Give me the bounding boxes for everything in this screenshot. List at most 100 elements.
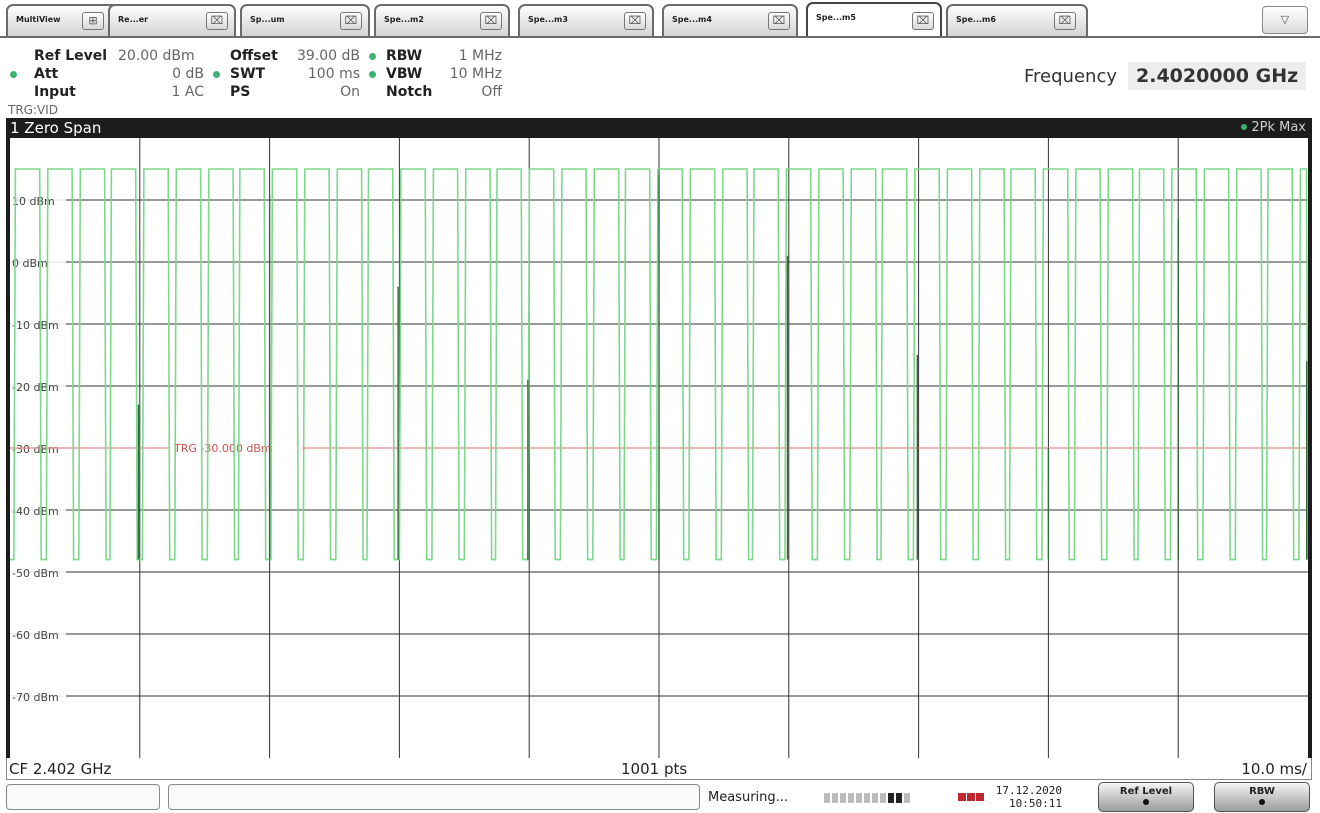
date-time: 17.12.2020 10:50:11	[992, 784, 1062, 810]
close-icon[interactable]: ⌧	[340, 12, 362, 30]
zero-span-plot[interactable]: 10 dBm 0 dBm -10 dBm -20 dBm -30 dBm -40 dBm -…	[10, 138, 1308, 758]
progress-segment	[840, 793, 846, 803]
progress-segment	[896, 793, 902, 803]
offset-value[interactable]: 39.00 dB	[296, 48, 360, 64]
status-field-1	[6, 784, 160, 810]
input-label: Input	[34, 84, 76, 100]
vbw-label: VBW	[386, 66, 423, 82]
tab-spectrum6[interactable]: Spe...m6 ⌧	[946, 4, 1088, 36]
close-icon[interactable]: ⌧	[480, 12, 502, 30]
y-tick-label: -40 dBm	[12, 505, 59, 518]
y-tick-label: 0 dBm	[12, 257, 48, 270]
diagram-title-bar: 1 Zero Span 2Pk Max	[6, 118, 1312, 138]
plot-svg: 10 dBm 0 dBm -10 dBm -20 dBm -30 dBm -40 dBm -…	[10, 138, 1308, 758]
time-per-division-readout: 10.0 ms/	[1241, 760, 1307, 778]
swt-indicator-dot	[213, 71, 220, 78]
rbw-softkey[interactable]: RBW	[1214, 782, 1310, 812]
trace-detector-label: 2Pk Max	[1251, 120, 1306, 135]
close-icon[interactable]: ⌧	[768, 12, 790, 30]
tab-label: Sp...um	[250, 15, 285, 24]
diagram-title[interactable]: 1 Zero Span	[10, 119, 102, 137]
softkey-indicator-dot	[1143, 799, 1149, 805]
tab-spectrum5[interactable]: Spe...m5 ⌧	[806, 2, 942, 38]
ref-level-softkey[interactable]: Ref Level	[1098, 782, 1194, 812]
y-tick-label-bg	[10, 688, 66, 704]
tab-label: Spe...m6	[956, 15, 996, 24]
tab-label: Spe...m4	[672, 15, 712, 24]
sweep-points-readout: 1001 pts	[621, 760, 688, 778]
trace-2pk-max	[10, 168, 1308, 561]
hardware-status-icon	[958, 793, 984, 801]
time-display: 10:50:11	[1009, 797, 1062, 810]
diagram-footer: CF 2.402 GHz 1001 pts 10.0 ms/	[6, 758, 1312, 780]
y-tick-label-bg	[10, 626, 66, 642]
notch-label: Notch	[386, 84, 433, 100]
tab-label: Spe...m5	[816, 13, 856, 22]
rbw-value[interactable]: 1 MHz	[458, 48, 502, 64]
swt-label: SWT	[230, 66, 266, 82]
y-tick-label-bg	[10, 254, 66, 270]
y-tick-label-bg	[10, 564, 66, 580]
tab-label: Spe...m3	[528, 15, 568, 24]
status-field-2	[168, 784, 700, 810]
att-value[interactable]: 0 dB	[172, 66, 204, 82]
offset-label: Offset	[230, 48, 278, 64]
progress-segment	[864, 793, 870, 803]
ps-value[interactable]: On	[340, 84, 360, 100]
progress-segment	[872, 793, 878, 803]
rbw-softkey-label: RBW	[1249, 786, 1275, 797]
multiview-grid-icon[interactable]: ⊞	[82, 12, 104, 30]
progress-segment	[848, 793, 854, 803]
tab-label: MultiView	[16, 15, 61, 24]
progress-segment	[904, 793, 910, 803]
softkey-indicator-dot	[1259, 799, 1265, 805]
measurement-settings: Ref Level 20.00 dBm Att 0 dB Input 1 AC …	[0, 44, 1320, 118]
y-tick-label: -60 dBm	[12, 629, 59, 642]
center-frequency-readout: CF 2.402 GHz	[9, 760, 112, 778]
att-indicator-dot	[10, 71, 17, 78]
tab-spectrum4[interactable]: Spe...m4 ⌧	[662, 4, 798, 36]
close-icon[interactable]: ⌧	[624, 12, 646, 30]
trace-legend: 2Pk Max	[1241, 120, 1306, 135]
y-tick-label: -20 dBm	[12, 381, 59, 394]
tab-menu-button[interactable]: ▽	[1262, 6, 1308, 34]
swt-value[interactable]: 100 ms	[307, 66, 360, 82]
ref-level-softkey-label: Ref Level	[1119, 786, 1173, 797]
progress-segment	[856, 793, 862, 803]
tab-spectrum2[interactable]: Spe...m2 ⌧	[374, 4, 510, 36]
tab-label: Spe...m2	[384, 15, 424, 24]
y-tick-label-bg	[10, 316, 66, 332]
frequency-label: Frequency	[1024, 66, 1117, 87]
ref-level-value[interactable]: 20.00 dBm	[118, 48, 195, 64]
measuring-status: Measuring...	[708, 790, 789, 805]
date-display: 17.12.2020	[995, 784, 1062, 797]
rbw-label: RBW	[386, 48, 423, 64]
y-tick-label-bg	[10, 378, 66, 394]
tab-receiver[interactable]: Re...er ⌧	[108, 4, 236, 36]
trigger-level-label: TRG -30.000 dBm	[173, 442, 272, 455]
chevron-down-icon: ▽	[1280, 13, 1290, 26]
y-tick-label-bg	[10, 502, 66, 518]
tab-label: Re...er	[118, 15, 149, 24]
input-value[interactable]: 1 AC	[171, 84, 204, 100]
close-icon[interactable]: ⌧	[206, 12, 228, 30]
tab-spectrum3[interactable]: Spe...m3 ⌧	[518, 4, 654, 36]
vbw-value[interactable]: 10 MHz	[449, 66, 502, 82]
ps-label: PS	[230, 84, 251, 100]
att-label: Att	[34, 66, 59, 82]
close-icon[interactable]: ⌧	[1054, 12, 1076, 30]
close-icon[interactable]: ⌧	[912, 12, 934, 30]
progress-segment	[824, 793, 830, 803]
y-tick-label: -30 dBm	[12, 443, 59, 456]
tab-bar: MultiView ⊞ Re...er ⌧ Sp...um ⌧ Spe...m2…	[0, 0, 1320, 44]
progress-segment	[880, 793, 886, 803]
frequency-value[interactable]: 2.4020000 GHz	[1128, 62, 1307, 90]
y-tick-label: -50 dBm	[12, 567, 59, 580]
y-tick-label: -70 dBm	[12, 691, 59, 704]
progress-segment	[832, 793, 838, 803]
trace-indicator-dot	[1241, 124, 1248, 130]
measurement-progress-bar	[824, 793, 914, 803]
notch-value[interactable]: Off	[481, 84, 502, 100]
tab-spectrum[interactable]: Sp...um ⌧	[240, 4, 370, 36]
vbw-indicator-dot	[369, 71, 376, 78]
